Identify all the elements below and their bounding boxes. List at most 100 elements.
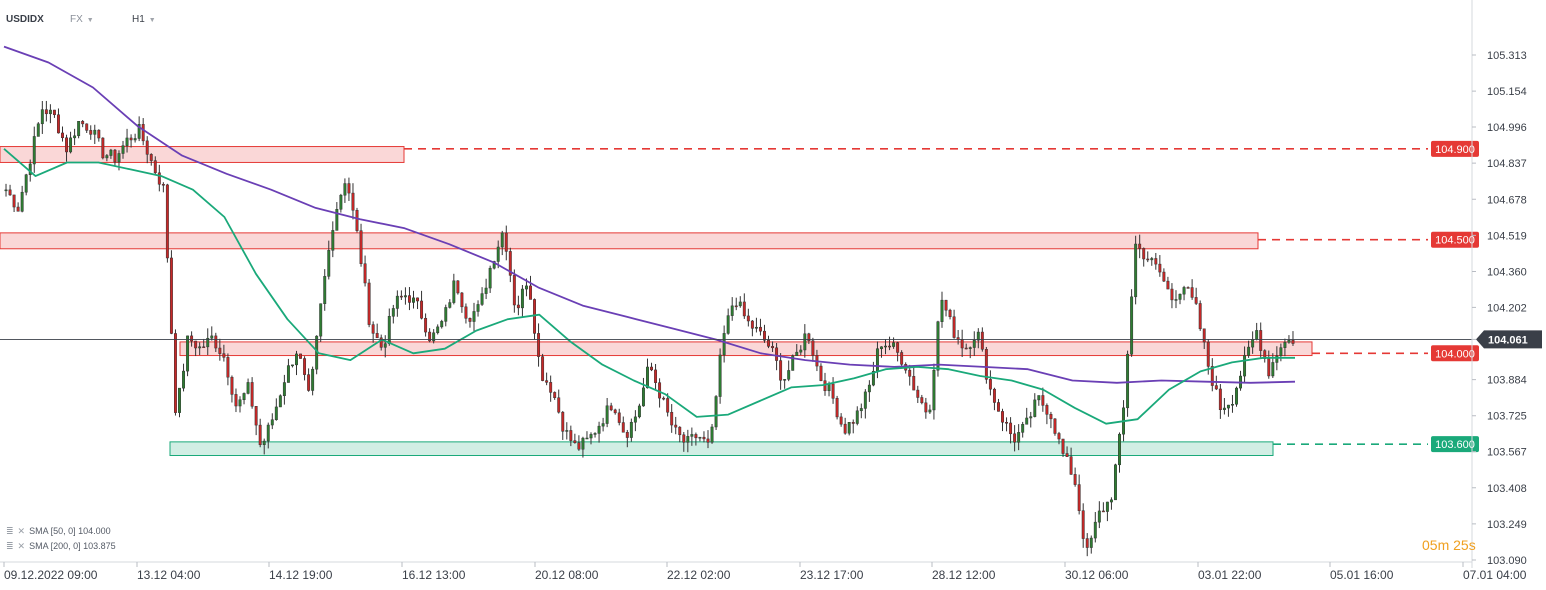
- candle-body: [161, 184, 165, 186]
- candle-body: [1146, 258, 1150, 261]
- candle-body: [20, 191, 24, 212]
- candle-body: [726, 315, 730, 334]
- candle-body: [654, 369, 658, 383]
- candle-body: [892, 342, 896, 347]
- candle-body: [537, 333, 541, 357]
- candle-body: [319, 303, 323, 337]
- candle-body: [1005, 421, 1009, 424]
- y-tick-label: 103.249: [1487, 519, 1527, 531]
- candle-body: [641, 387, 645, 407]
- candle-body: [270, 419, 274, 426]
- y-tick-label: 103.884: [1487, 375, 1527, 387]
- level-label: 104.900: [1435, 144, 1475, 156]
- candle-body: [714, 396, 718, 428]
- candle-body: [109, 149, 113, 156]
- candle-body: [129, 137, 133, 141]
- candle-body: [1009, 422, 1013, 435]
- candle-body: [694, 434, 698, 439]
- candle-body: [581, 437, 585, 450]
- level-label: 104.500: [1435, 235, 1475, 247]
- candle-body: [1093, 521, 1097, 539]
- indicator-legend-sma200[interactable]: ≣ ✕ SMA [200, 0] 103.875: [6, 541, 116, 552]
- candle-body: [855, 410, 859, 424]
- candle-body: [670, 412, 674, 426]
- candle-body: [331, 230, 335, 251]
- symbol-label[interactable]: USDIDX: [6, 14, 44, 25]
- candle-body: [375, 333, 379, 339]
- candle-body: [710, 426, 714, 443]
- indicator-legend-sma50[interactable]: ≣ ✕ SMA [50, 0] 104.000: [6, 526, 111, 537]
- candle-body: [952, 316, 956, 338]
- candle-body: [395, 295, 399, 309]
- candle-body: [452, 280, 456, 303]
- candle-body: [24, 174, 28, 193]
- candle-body: [274, 406, 278, 420]
- candle-body: [52, 109, 56, 116]
- indicator-label: SMA [200, 0] 103.875: [29, 541, 116, 551]
- level-label: 103.600: [1435, 439, 1475, 451]
- candle-body: [508, 251, 512, 276]
- instrument-type-label: FX: [70, 14, 83, 25]
- candle-body: [1206, 341, 1210, 367]
- candle-body: [488, 267, 492, 289]
- candle-body: [984, 349, 988, 380]
- candle-body: [601, 423, 605, 427]
- candle-body: [863, 391, 867, 409]
- candle-body: [880, 346, 883, 349]
- chevron-down-icon: ▼: [148, 17, 156, 24]
- candle-body: [472, 311, 476, 322]
- candle-body: [650, 366, 653, 371]
- candle-body: [242, 393, 246, 401]
- y-tick-label: 104.837: [1487, 158, 1527, 170]
- candle-body: [1222, 407, 1226, 410]
- close-icon[interactable]: ✕: [17, 526, 27, 536]
- x-tick-label: 13.12 04:00: [137, 568, 201, 582]
- candle-body: [226, 357, 230, 378]
- settings-icon[interactable]: ≣: [6, 541, 15, 551]
- candle-body: [585, 437, 589, 440]
- y-tick-label: 104.678: [1487, 194, 1527, 206]
- axes: 105.313 105.154 104.996 104.837 104.678 104.5…: [0, 0, 1527, 582]
- candle-body: [416, 297, 419, 302]
- candle-body: [1142, 248, 1146, 260]
- candle-body: [1025, 417, 1029, 425]
- x-tick-label: 22.12 02:00: [667, 568, 731, 582]
- candle-body: [464, 306, 468, 319]
- y-tick-label: 105.154: [1487, 86, 1527, 98]
- candle-body: [1158, 263, 1162, 273]
- candle-body: [662, 397, 666, 400]
- countdown-minutes-unit: m: [1437, 537, 1450, 553]
- x-tick-label: 20.12 08:00: [535, 568, 599, 582]
- candle-body: [238, 399, 242, 407]
- candle-body: [948, 309, 952, 318]
- candle-body: [859, 408, 863, 412]
- x-tick-label: 16.12 13:00: [402, 568, 466, 582]
- candle-body: [1267, 358, 1271, 377]
- candle-body: [875, 348, 879, 372]
- candle-body: [1162, 271, 1166, 282]
- instrument-type-selector[interactable]: FX ▼: [70, 14, 94, 25]
- sma200-line: [3, 45, 1296, 384]
- candle-body: [1138, 243, 1142, 249]
- candle-body: [1218, 388, 1222, 410]
- candle-body: [871, 370, 875, 386]
- candle-body: [202, 346, 206, 349]
- close-icon[interactable]: ✕: [17, 541, 27, 551]
- candle-body: [174, 333, 177, 413]
- candle-body: [1178, 293, 1182, 300]
- candle-body: [698, 436, 702, 439]
- candle-body: [290, 364, 294, 367]
- candle-body: [359, 230, 363, 264]
- candle-body: [428, 331, 432, 342]
- candle-body: [113, 149, 117, 163]
- candle-body: [746, 315, 750, 322]
- settings-icon[interactable]: ≣: [6, 526, 15, 536]
- level-label-bg: [1431, 231, 1479, 248]
- candle-body: [609, 405, 613, 411]
- timeframe-selector[interactable]: H1 ▼: [132, 14, 156, 25]
- candle-body: [1061, 438, 1065, 454]
- candle-body: [968, 347, 972, 349]
- candle-body: [936, 321, 940, 371]
- candle-body: [105, 155, 109, 159]
